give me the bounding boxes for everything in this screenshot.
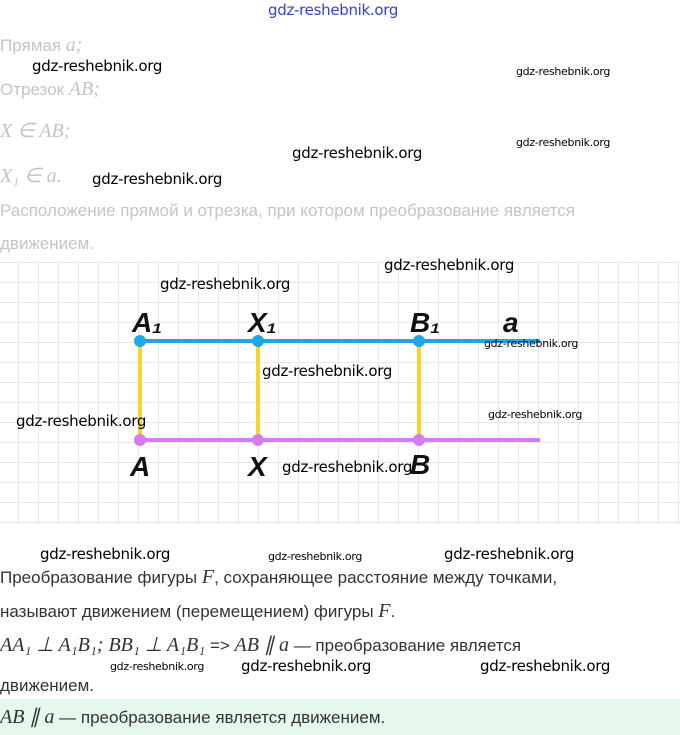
watermark: gdz-reshebnik.org (488, 408, 583, 421)
figure-svg: A₁ X₁ B₁ a A X B (129, 307, 540, 482)
label-b1: B₁ (410, 307, 440, 338)
watermark: gdz-reshebnik.org (40, 545, 171, 563)
point-x1 (252, 335, 264, 347)
definition-line: называют движением (перемещением) фигуры… (0, 600, 396, 622)
answer-box: AB ∥ a — преобразование является движени… (0, 699, 680, 735)
watermark: gdz-reshebnik.org (480, 657, 611, 675)
watermark: gdz-reshebnik.org (268, 550, 363, 563)
given-line: X₁ ∈ a. (0, 165, 62, 187)
label-x: X (246, 451, 269, 482)
watermark: gdz-reshebnik.org (516, 136, 611, 149)
watermark: gdz-reshebnik.org (92, 170, 223, 188)
label-line-a: a (503, 307, 519, 338)
watermark: gdz-reshebnik.org (160, 275, 291, 293)
watermark: gdz-reshebnik.org (110, 660, 205, 673)
reasoning-line: AA₁ ⊥ A₁B₁; BB₁ ⊥ A₁B₁ => AB ∥ a — преоб… (0, 634, 522, 656)
grid-figure: A₁ X₁ B₁ a A X B (0, 262, 680, 524)
watermark: gdz-reshebnik.org (32, 57, 163, 75)
question: движением. (0, 234, 95, 253)
point-x (252, 434, 264, 446)
question: Расположение прямой и отрезка, при котор… (0, 201, 576, 220)
point-b1 (413, 335, 425, 347)
point-b (413, 434, 425, 446)
watermark: gdz-reshebnik.org (516, 65, 611, 78)
label-a1: A₁ (131, 307, 162, 338)
label-a: A (129, 451, 150, 482)
watermark: gdz-reshebnik.org (282, 458, 413, 476)
watermark: gdz-reshebnik.org (16, 412, 147, 430)
watermark: gdz-reshebnik.org (268, 1, 399, 19)
label-b: B (410, 449, 430, 480)
watermark: gdz-reshebnik.org (262, 362, 393, 380)
definition-line: Преобразование фигуры F, сохраняющее рас… (0, 566, 558, 588)
watermark: gdz-reshebnik.org (292, 144, 423, 162)
point-a1 (134, 335, 146, 347)
reasoning-line: движением. (0, 676, 95, 695)
label-x1: X₁ (246, 307, 277, 338)
watermark: gdz-reshebnik.org (384, 256, 515, 274)
watermark: gdz-reshebnik.org (484, 337, 579, 350)
given-line: Отрезок AB; (0, 78, 100, 100)
answer-text: AB ∥ a — преобразование является движени… (0, 706, 386, 728)
point-a (134, 434, 146, 446)
given-line: X ∈ AB; (0, 120, 71, 142)
watermark: gdz-reshebnik.org (444, 545, 575, 563)
watermark: gdz-reshebnik.org (241, 657, 372, 675)
given-line: Прямая a; (0, 34, 83, 56)
